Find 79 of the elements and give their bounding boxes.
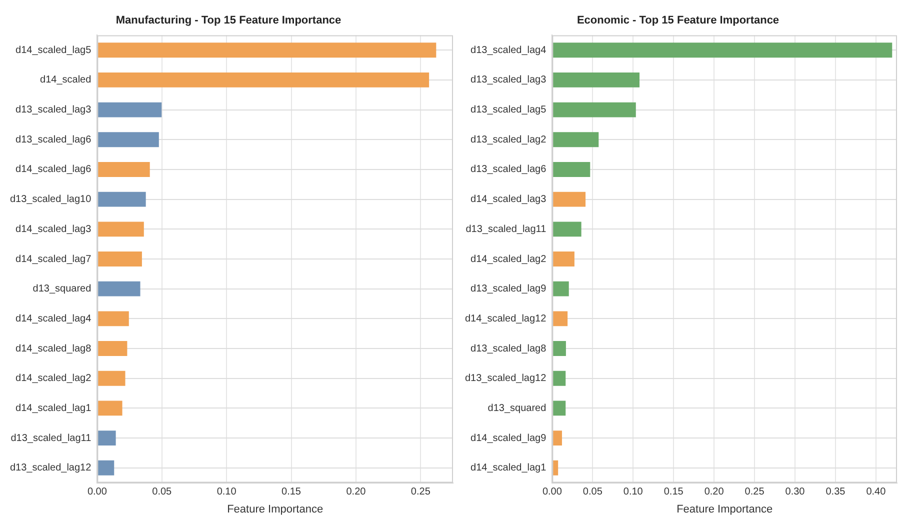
x-tick-label: 0.00 [542,486,562,498]
x-tick-label: 0.15 [664,486,684,498]
bar [552,42,892,58]
x-tick-label: 0.10 [623,486,644,498]
y-tick-label: d13_scaled_lag2 [470,134,547,146]
y-tick-label: d14_scaled_lag9 [470,432,547,444]
y-tick-label: d13_scaled_lag6 [16,134,92,146]
bar [98,132,159,148]
y-tick-label: d13_scaled_lag3 [470,74,547,86]
bar [98,72,430,88]
x-tick-label: 0.40 [866,486,886,498]
x-tick-label: 0.30 [785,486,806,498]
bar [98,192,146,207]
y-tick-label: d14_scaled_lag3 [16,224,92,235]
bar [98,42,436,58]
y-tick-label: d13_scaled_lag12 [10,462,92,474]
y-tick-label: d13_scaled_lag6 [470,164,547,176]
x-tick-label: 0.05 [152,486,172,498]
bar [98,162,150,177]
y-tick-label: d13_scaled_lag8 [470,343,547,354]
x-tick-label: 0.15 [282,486,302,498]
y-tick-label: d14_scaled_lag12 [464,313,547,324]
bar [98,311,129,326]
x-axis-title: Feature Importance [227,503,324,516]
bar [552,400,566,416]
bar [552,341,566,356]
chart-title: Manufacturing - Top 15 Feature Importance [116,14,342,27]
y-tick-label: d14_scaled_lag7 [16,254,92,265]
y-tick-label: d13_scaled_lag4 [470,44,547,56]
y-tick-label: d13_scaled_lag11 [466,224,547,235]
y-tick-label: d14_scaled_lag4 [16,313,92,324]
bar [98,341,128,356]
x-tick-label: 0.35 [826,486,846,498]
y-tick-label: d14_scaled_lag2 [16,373,92,384]
bar [552,281,569,296]
y-tick-label: d13_scaled_lag9 [470,284,547,295]
bar [98,460,114,476]
bar [98,370,126,386]
y-tick-label: d13_scaled_lag12 [464,373,547,384]
bar [552,370,566,386]
y-tick-label: d14_scaled_lag2 [470,254,547,265]
y-tick-label: d13_scaled_lag3 [16,104,92,116]
bar [98,222,144,237]
x-axis-title: Feature Importance [676,503,773,516]
bar [552,102,636,118]
x-tick-label: 0.20 [346,486,366,498]
y-tick-label: d14_scaled_lag6 [16,164,92,176]
y-tick-label: d14_scaled_lag5 [16,44,92,56]
y-tick-label: d14_scaled_lag1 [470,462,547,474]
bar [98,430,116,446]
bar [552,460,558,476]
bar [552,192,586,207]
y-tick-label: d13_squared [488,402,546,414]
chart-title: Economic - Top 15 Feature Importance [576,14,780,27]
x-tick-label: 0.25 [744,486,765,498]
bar [552,222,582,237]
y-tick-label: d14_scaled_lag1 [16,402,92,414]
y-tick-label: d13_squared [32,284,92,295]
x-tick-label: 0.05 [582,486,603,498]
x-tick-label: 0.00 [87,486,108,498]
y-tick-label: d13_scaled_lag10 [10,194,92,206]
y-tick-label: d14_scaled_lag3 [470,194,547,206]
bar [552,132,599,148]
x-tick-label: 0.25 [410,486,431,498]
bar [98,102,162,118]
y-tick-label: d14_scaled [40,74,92,86]
x-tick-label: 0.20 [704,486,724,498]
bar [552,311,568,326]
bar [552,72,640,88]
y-tick-label: d13_scaled_lag5 [470,104,547,116]
y-tick-label: d14_scaled_lag8 [16,343,92,354]
x-tick-label: 0.10 [216,486,237,498]
bar [552,252,574,266]
bar [552,430,562,446]
bar [552,162,590,177]
y-tick-label: d13_scaled_lag11 [10,432,92,444]
bar [98,281,140,296]
bar [98,252,142,266]
bar [98,400,122,416]
